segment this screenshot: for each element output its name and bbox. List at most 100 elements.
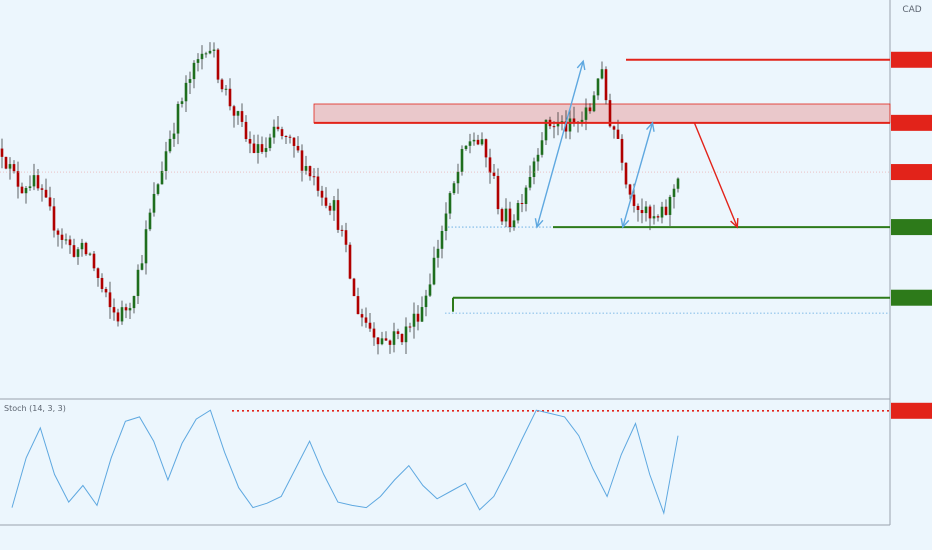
candle-body xyxy=(324,197,328,206)
candle-body xyxy=(652,216,656,219)
candle-body xyxy=(128,308,132,311)
candle-body xyxy=(632,194,636,206)
candle-body xyxy=(396,331,400,334)
candle-body xyxy=(496,175,500,210)
candle-body xyxy=(24,188,28,194)
candle-body xyxy=(168,138,172,152)
candle-body xyxy=(412,313,416,327)
projection-arrow-shaft xyxy=(536,60,584,228)
candle-body xyxy=(508,208,512,228)
candle-body xyxy=(84,242,88,255)
candle-body xyxy=(96,268,100,278)
candle-body xyxy=(388,340,392,345)
candle-body xyxy=(252,143,256,153)
candle-body xyxy=(340,229,344,231)
candle-body xyxy=(524,187,528,204)
candle-body xyxy=(648,206,652,219)
candle-body xyxy=(228,88,232,107)
candlesticks xyxy=(0,42,680,355)
resistance-zone-band xyxy=(313,103,891,124)
candle-body xyxy=(592,95,596,112)
candle-body xyxy=(420,307,424,322)
projection-arrow-shaft xyxy=(693,122,738,228)
candle-body xyxy=(132,295,136,309)
candle-body xyxy=(76,249,80,257)
candle-body xyxy=(492,172,496,176)
candle-body xyxy=(60,234,64,240)
candle-body xyxy=(148,212,152,230)
candle-body xyxy=(204,53,208,55)
candle-body xyxy=(476,139,480,145)
candle-body xyxy=(352,278,356,297)
candle-body xyxy=(408,326,412,328)
candle-body xyxy=(536,154,540,162)
candle-body xyxy=(528,176,532,188)
candle-body xyxy=(660,206,664,218)
candle-body xyxy=(520,203,524,205)
candle-body xyxy=(236,111,240,116)
candle-body xyxy=(376,337,380,345)
candle-body xyxy=(52,206,56,231)
candle-body xyxy=(600,69,604,79)
candle-body xyxy=(0,148,4,157)
candle-body xyxy=(368,322,372,329)
candle-body xyxy=(416,313,420,322)
candle-body xyxy=(636,205,640,211)
level-price-badge xyxy=(891,51,932,68)
candle-body xyxy=(452,183,456,194)
projection-arrow-tail xyxy=(620,218,630,229)
candle-body xyxy=(140,263,144,270)
candle-body xyxy=(260,144,264,152)
candle-body xyxy=(568,118,572,132)
candle-body xyxy=(152,193,156,213)
projection-arrow-head xyxy=(645,121,655,132)
candle-body xyxy=(440,230,444,249)
candle-body xyxy=(44,189,48,198)
candle-body xyxy=(468,141,472,146)
candle-body xyxy=(560,121,564,123)
candle-body xyxy=(188,79,192,83)
candle-body xyxy=(268,137,272,149)
candle-body xyxy=(624,162,628,185)
candle-body xyxy=(88,253,92,255)
candle-body xyxy=(280,129,284,137)
projection-arrow-shaft xyxy=(622,122,654,228)
current-price-badge xyxy=(891,164,932,181)
candle-body xyxy=(512,220,516,228)
candle-body xyxy=(672,188,676,197)
candle-body xyxy=(328,205,332,211)
candle-body xyxy=(112,307,116,313)
projection-arrow-head xyxy=(730,218,739,229)
candle-body xyxy=(336,200,340,230)
candle-body xyxy=(164,151,168,171)
candle-body xyxy=(284,136,288,138)
candle-body xyxy=(308,166,312,177)
candle-body xyxy=(516,203,520,221)
candle-body xyxy=(456,171,460,184)
candle-body xyxy=(184,82,188,102)
candle-body xyxy=(500,209,504,222)
candle-body xyxy=(200,53,204,60)
candle-body xyxy=(344,230,348,245)
candle-body xyxy=(564,121,568,132)
candle-body xyxy=(232,106,236,116)
candle-body xyxy=(608,100,612,127)
candle-body xyxy=(116,312,120,322)
candle-body xyxy=(20,186,24,194)
candle-body xyxy=(72,245,76,257)
candle-body xyxy=(332,200,336,211)
candle-body xyxy=(156,184,160,194)
candle-body xyxy=(556,122,560,127)
candle-body xyxy=(276,126,280,130)
candle-body xyxy=(68,239,72,246)
candle-body xyxy=(272,126,276,138)
candle-body xyxy=(640,210,644,214)
candle-body xyxy=(192,62,196,80)
candle-body xyxy=(300,150,304,171)
candle-body xyxy=(664,206,668,215)
candle-body xyxy=(668,196,672,215)
candle-body xyxy=(480,139,484,145)
candle-body xyxy=(244,121,248,140)
